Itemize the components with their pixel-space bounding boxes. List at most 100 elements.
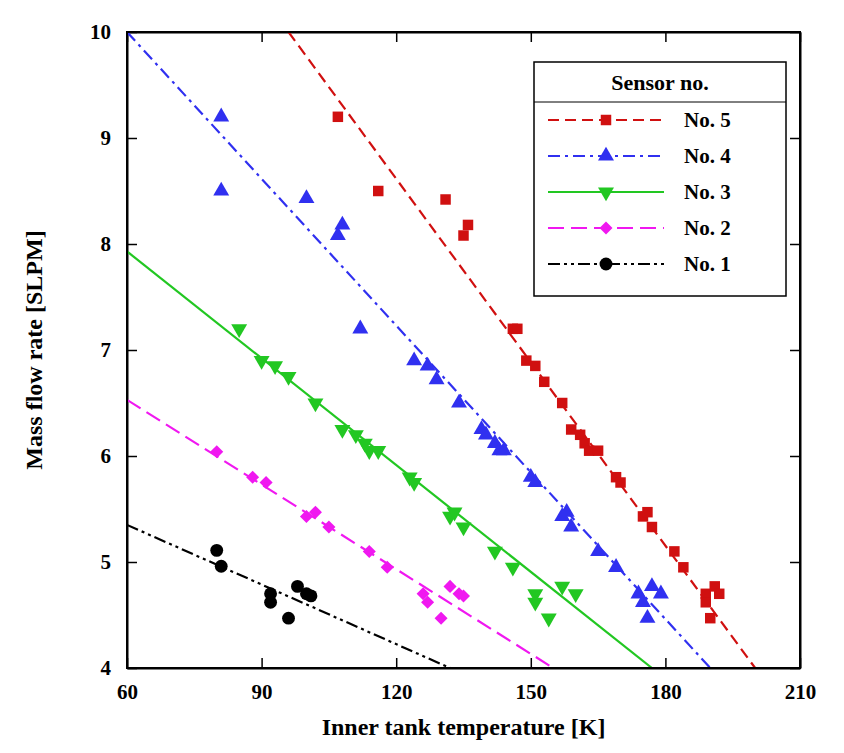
point: [298, 189, 314, 203]
tick-mark: [665, 32, 667, 42]
point: [669, 546, 679, 556]
x-axis-title: Inner tank temperature [K]: [322, 714, 606, 740]
point: [559, 503, 575, 517]
tick-label: 5: [101, 550, 112, 574]
point: [444, 580, 457, 593]
point: [593, 445, 603, 455]
point: [512, 324, 522, 334]
point: [254, 356, 270, 370]
y-axis-right: [790, 33, 801, 669]
legend-separator: [534, 102, 786, 103]
tick: [665, 32, 666, 42]
tick: 150: [516, 658, 548, 704]
tick-mark: [790, 562, 800, 564]
legend-label: No. 5: [684, 108, 731, 132]
point: [333, 112, 343, 122]
tick: [790, 350, 800, 351]
point: [566, 424, 576, 434]
tick-label: 6: [101, 444, 112, 468]
tick: 9: [101, 126, 138, 150]
point: [458, 230, 468, 240]
point: [267, 361, 283, 375]
tick-label: 7: [101, 338, 112, 362]
point: [231, 324, 247, 338]
point: [635, 593, 651, 607]
point: [334, 425, 350, 439]
point: [213, 108, 229, 122]
point: [370, 446, 386, 460]
y-axis-title: Mass flow rate [SLPM]: [21, 230, 47, 469]
tick-mark: [127, 456, 137, 458]
tick: [790, 244, 800, 245]
tick: [262, 32, 263, 42]
fit-line: [127, 525, 450, 668]
point: [246, 471, 259, 484]
fit-line: [127, 400, 553, 668]
tick-label: 90: [252, 680, 273, 704]
x-axis-top: [128, 32, 801, 42]
tick: 7: [101, 338, 138, 362]
tick-label: 10: [90, 20, 111, 44]
legend-title: Sensor no.: [611, 70, 708, 95]
tick-mark: [790, 138, 800, 140]
point: [281, 372, 297, 386]
legend-label: No. 1: [684, 252, 731, 276]
point: [527, 473, 543, 487]
point: [527, 598, 543, 612]
x-axis: 6090120150180210: [117, 658, 816, 704]
legend-label: No. 4: [684, 144, 731, 168]
point: [647, 522, 657, 532]
fit-line: [127, 251, 652, 668]
tick-mark: [790, 350, 800, 352]
fit-line: [289, 32, 756, 668]
point: [435, 612, 448, 625]
point: [447, 508, 463, 522]
point: [584, 445, 594, 455]
point: [363, 545, 376, 558]
tick-mark: [790, 244, 800, 246]
point: [440, 194, 450, 204]
point: [714, 589, 724, 599]
plot: 60901201501802104 5 6 7 8 9 10 Sensor no. No. 5 N…: [90, 20, 816, 704]
plot-frame: [127, 32, 800, 668]
point: [678, 562, 688, 572]
tick-label: 8: [101, 232, 112, 256]
tick: [396, 32, 397, 42]
point: [496, 441, 512, 455]
legend-label: No. 3: [684, 180, 731, 204]
point: [406, 478, 422, 492]
tick-mark: [790, 456, 800, 458]
point: [456, 522, 472, 536]
point: [260, 476, 273, 489]
legend-marker: [600, 258, 613, 271]
point: [554, 582, 570, 596]
legend-marker: [598, 147, 614, 161]
tick-label: 9: [101, 126, 112, 150]
point: [639, 609, 655, 623]
legend: Sensor no. No. 5 No. 4 No. 3 No. 2 No. 1: [534, 62, 786, 296]
point: [264, 596, 277, 609]
y-axis: 4 5 6 7 8 9 10: [90, 20, 137, 680]
tick: [790, 562, 800, 563]
point: [309, 506, 322, 519]
point: [451, 394, 467, 408]
legend-label: No. 2: [684, 216, 731, 240]
tick-label: 4: [101, 656, 112, 680]
point: [213, 182, 229, 196]
point: [705, 613, 715, 623]
chart: 60901201501802104 5 6 7 8 9 10 Sensor no. No. 5 N…: [0, 0, 844, 753]
legend-marker: [598, 187, 614, 201]
tick: [790, 456, 800, 457]
tick-mark: [127, 562, 137, 564]
point: [642, 507, 652, 517]
tick-mark: [665, 658, 667, 668]
point: [373, 186, 383, 196]
point: [478, 426, 494, 440]
tick-mark: [531, 32, 533, 42]
point: [406, 351, 422, 365]
point: [210, 445, 223, 458]
point: [420, 357, 436, 371]
point: [463, 220, 473, 230]
point: [608, 558, 624, 572]
tick-mark: [127, 138, 137, 140]
